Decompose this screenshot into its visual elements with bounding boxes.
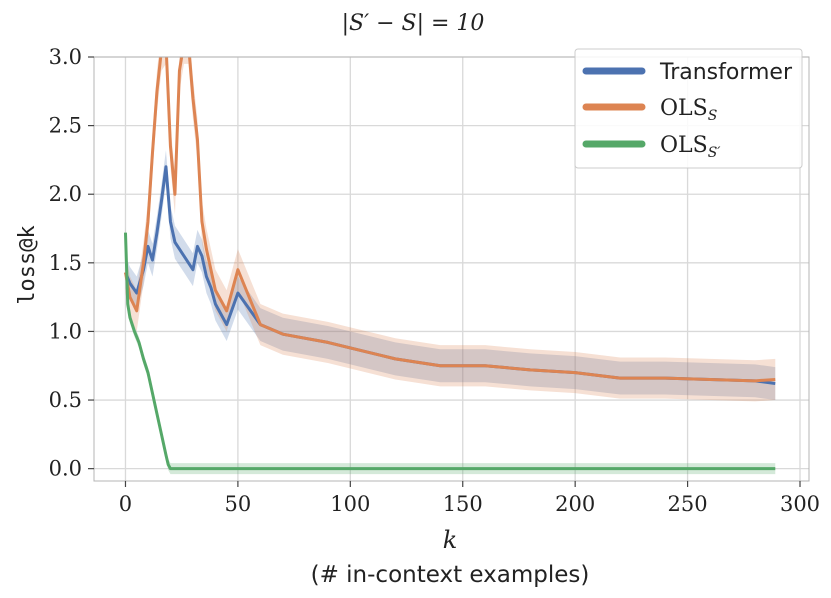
- x-tick-label: 150: [443, 492, 483, 516]
- confidence-bands: [125, 57, 776, 475]
- legend-label-ols-s-prime-sub: S′: [708, 145, 722, 161]
- legend-label-ols-s-prime: OLSS′: [660, 133, 721, 161]
- legend-label-ols-s-sub: S: [708, 108, 718, 124]
- x-tick-label: 50: [225, 492, 252, 516]
- y-tick-label: 0.0: [49, 457, 82, 481]
- legend-label-ols-s-prime-main: OLS: [660, 133, 708, 158]
- x-tick-label: 250: [668, 492, 708, 516]
- legend-label-transformer: Transformer: [659, 60, 793, 85]
- plot-frame: [93, 56, 810, 482]
- y-axis-label: loss@k: [15, 225, 40, 304]
- x-tick-label: 100: [330, 492, 370, 516]
- x-axis-sublabel: (# in-context examples): [311, 562, 590, 588]
- legend: Transformer OLSS OLSS′: [574, 48, 803, 169]
- legend-frame: [574, 48, 803, 169]
- x-axis-label: k: [443, 526, 458, 554]
- y-tick-label: 2.0: [49, 182, 82, 206]
- line-ols-s: [124, 57, 776, 383]
- y-tick-label: 0.5: [49, 388, 82, 412]
- x-tick-label: 0: [119, 492, 132, 516]
- axis-ticks: 0 50 100 150 200 250 300 0.0 0.5 1.0 1.5 2.0 2.5 3.0: [49, 45, 820, 516]
- series-lines: [123, 57, 776, 471]
- band-transformer: [125, 150, 776, 401]
- y-tick-label: 1.5: [49, 251, 82, 275]
- y-tick-label: 3.0: [49, 45, 82, 69]
- chart-title: |S′ − S| = 10: [342, 11, 485, 36]
- line-ols-s-: [123, 232, 776, 471]
- legend-label-ols-s: OLSS: [660, 96, 717, 124]
- x-tick-label: 300: [780, 492, 820, 516]
- x-tick-label: 200: [555, 492, 595, 516]
- y-tick-label: 1.0: [49, 319, 82, 343]
- y-tick-label: 2.5: [49, 114, 82, 138]
- legend-label-ols-s-main: OLS: [660, 96, 708, 121]
- band-ols-s: [125, 57, 776, 402]
